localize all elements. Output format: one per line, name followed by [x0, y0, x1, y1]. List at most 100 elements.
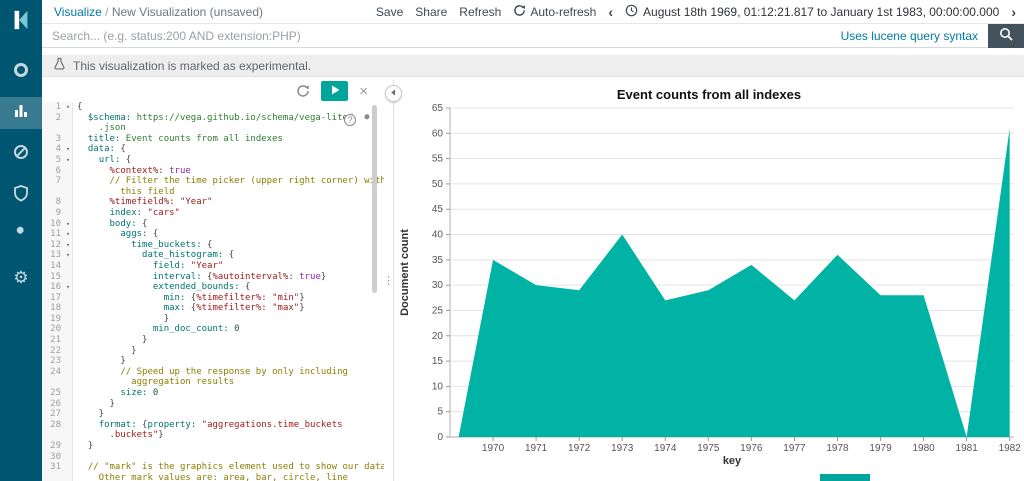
sidebar-item-timelion[interactable] [0, 138, 42, 170]
code-line: 3 title: Event counts from all indexes [42, 133, 384, 145]
fold-gutter [64, 313, 73, 325]
fold-gutter [64, 207, 73, 219]
x-tick-label: 1978 [826, 443, 849, 454]
share-button[interactable]: Share [415, 4, 448, 19]
line-number [42, 472, 64, 481]
line-number: 9 [42, 207, 64, 219]
fold-gutter [64, 430, 73, 441]
code-line: 12 ▾ time_buckets: { [42, 239, 384, 251]
code-line: 19 } [42, 313, 384, 325]
code-line: .buckets"} [42, 430, 384, 441]
code-line: 27 } [42, 409, 384, 420]
line-number [42, 430, 64, 441]
time-prev-icon[interactable]: ‹ [608, 3, 614, 20]
code-line-text: // Speed up the response by only includi… [77, 366, 348, 377]
line-number: 20 [42, 324, 64, 336]
x-tick-label: 1971 [525, 443, 548, 454]
sidebar-item-management[interactable]: ⚙ [0, 261, 42, 293]
search-input[interactable] [42, 24, 841, 47]
fold-toggle-icon[interactable]: ▾ [64, 239, 73, 251]
code-line: 23 } [42, 356, 384, 367]
editor-collapse-toggle[interactable] [385, 85, 402, 102]
time-range-picker[interactable]: August 18th 1969, 01:12:21.817 to Januar… [625, 4, 999, 20]
settings-wrench-icon[interactable] [361, 113, 374, 130]
fold-gutter [64, 409, 73, 420]
search-button[interactable] [988, 23, 1024, 48]
code-line-text: format: {property: "aggregations.time_bu… [98, 419, 343, 430]
code-line: 10 ▾ body: { [42, 218, 384, 230]
code-line-text: field: "Year" [152, 260, 224, 271]
ring-icon [12, 61, 30, 84]
code-line-text: .json [77, 123, 126, 134]
x-tick-label: 1977 [783, 443, 806, 454]
top-actions: Save Share Refresh Auto-refresh ‹ [376, 4, 1024, 20]
sidebar-item-monitoring[interactable] [0, 179, 42, 211]
line-number: 5 [42, 154, 64, 166]
line-number: 19 [42, 313, 64, 325]
code-line: 28 format: {property: "aggregations.time… [42, 419, 384, 431]
code-line-text: interval: {%autointerval%: true} [152, 271, 327, 282]
code-line: 31 // "mark" is the graphics element use… [42, 462, 384, 473]
code-line: 29 } [42, 441, 384, 452]
x-tick-label: 1976 [740, 443, 763, 454]
search-icon [999, 27, 1014, 45]
fold-toggle-icon[interactable]: ▾ [64, 282, 73, 293]
sidebar-nav: ⚙ [0, 56, 42, 293]
code-line: 25 size: 0 [42, 388, 384, 399]
vega-spec-editor[interactable]: ? 1 ▾{2 $schema: https://vega.github.io/s… [42, 102, 384, 481]
fold-toggle-icon[interactable]: ▾ [64, 250, 73, 261]
search-bar: Uses lucene query syntax [42, 23, 1024, 48]
fold-gutter [64, 123, 73, 134]
panel-resizer[interactable]: ⋮ [383, 80, 394, 481]
sidebar-item-dev-tools[interactable] [0, 220, 42, 252]
time-range-label: August 18th 1969, 01:12:21.817 to Januar… [643, 4, 1000, 19]
time-next-icon[interactable]: › [1011, 3, 1016, 20]
x-tick-label: 1972 [568, 443, 591, 454]
code-line: this field [42, 186, 384, 198]
sidebar-item-visualize[interactable] [0, 97, 42, 129]
code-line-text: max: {%timefilter%: "max"} [163, 303, 305, 314]
editor-scrollbar-thumb[interactable] [372, 105, 377, 293]
breadcrumb-visualize-link[interactable]: Visualize [54, 4, 102, 19]
line-number: 8 [42, 197, 64, 208]
code-line-text: date_histogram: { [142, 250, 235, 261]
experimental-notice: This visualization is marked as experime… [42, 55, 1024, 77]
chart-panel: Event counts from all indexes 0 5 10 15 20 25… [385, 80, 1024, 481]
lucene-syntax-link[interactable]: Uses lucene query syntax [840, 28, 978, 43]
refresh-button[interactable]: Refresh [459, 4, 502, 19]
code-line: 2 $schema: https://vega.github.io/schema… [42, 112, 384, 124]
play-icon [328, 83, 342, 100]
code-line: 5 ▾ url: { [42, 154, 384, 166]
save-button[interactable]: Save [375, 4, 404, 19]
fold-toggle-icon[interactable]: ▾ [64, 144, 73, 155]
line-number [42, 123, 64, 134]
fold-toggle-icon[interactable]: ▾ [64, 218, 73, 230]
vega-editor-panel: × ? 1 ▾{2 $schema: https://vega.github.io… [42, 80, 384, 481]
fold-toggle-icon[interactable]: ▾ [64, 102, 73, 113]
fold-toggle-icon[interactable]: ▾ [64, 154, 73, 166]
bar-chart-icon [12, 102, 30, 125]
x-tick-label: 1982 [999, 443, 1022, 454]
fold-gutter [64, 324, 73, 336]
code-line-text: } [77, 409, 105, 420]
code-line-text [73, 452, 77, 463]
x-tick-label: 1981 [956, 443, 979, 454]
line-number: 23 [42, 356, 64, 367]
auto-refresh-button[interactable]: Auto-refresh [513, 4, 596, 20]
line-number: 16 [42, 282, 64, 293]
close-editor-button[interactable]: × [359, 82, 368, 100]
fold-gutter [64, 260, 73, 272]
run-spec-button[interactable] [321, 81, 349, 101]
editor-refresh-icon[interactable] [296, 84, 310, 98]
line-number: 25 [42, 388, 64, 399]
code-line-text: time_buckets: { [131, 239, 213, 250]
kibana-logo[interactable] [0, 0, 42, 44]
chevron-left-icon [388, 86, 399, 101]
code-line: 1 ▾ { [42, 102, 384, 113]
fold-toggle-icon[interactable]: ▾ [64, 229, 73, 240]
fold-gutter [64, 176, 73, 187]
code-line: 20 min_doc_count: 0 [42, 324, 384, 336]
sidebar-item-discover[interactable] [0, 56, 42, 88]
code-line: 9 index: "cars" [42, 207, 384, 219]
help-icon[interactable]: ? [344, 114, 356, 126]
